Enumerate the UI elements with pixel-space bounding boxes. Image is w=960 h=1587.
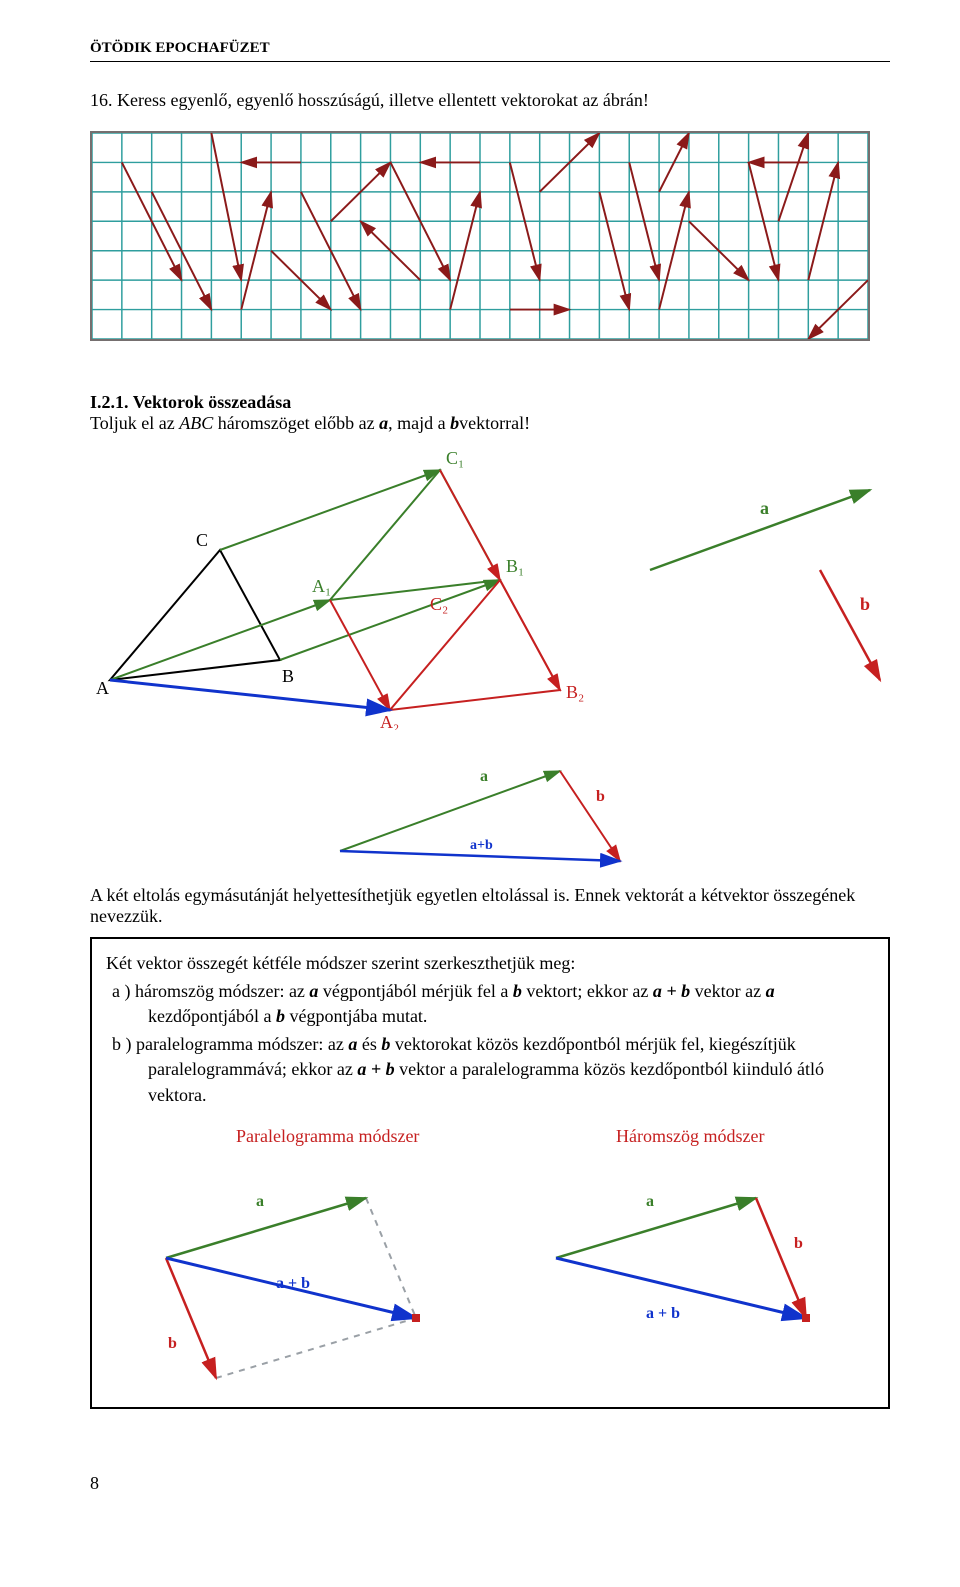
grid-lines <box>92 133 868 339</box>
svg-text:a: a <box>256 1193 264 1210</box>
methods-figure: Paralelogramma módszer Háromszög módszer <box>106 1118 894 1388</box>
svg-text:Háromszög módszer: Háromszög módszer <box>616 1126 764 1146</box>
methods-box: Két vektor összegét kétféle módszer szer… <box>90 937 890 1409</box>
section-heading: I.2.1. Vektorok összeadása <box>90 392 890 413</box>
small-sum-triangle-figure: a b a+b <box>290 741 690 871</box>
svg-text:Paralelogramma módszer: Paralelogramma módszer <box>236 1126 419 1146</box>
header-title: ÖTÖDIK EPOCHAFÜZET <box>90 40 270 56</box>
svg-text:A₁: A₁ <box>312 576 331 596</box>
section-num: I.2.1. <box>90 392 129 412</box>
box-item-b: b ) paralelogramma módszer: az a és b ve… <box>106 1032 874 1109</box>
section-subtext: Toljuk el az ABC háromszöget előbb az a,… <box>90 413 890 434</box>
section-title: Vektorok összeadása <box>133 392 292 412</box>
page-number: 8 <box>90 1473 890 1494</box>
box-lead: Két vektor összegét kétféle módszer szer… <box>106 951 874 977</box>
svg-text:a+b: a+b <box>470 838 493 853</box>
svg-text:a: a <box>646 1193 654 1210</box>
triangle-translation-figure: A B C A₁ B₁ C₁ A₂ B₂ C₂ a b <box>90 450 890 730</box>
svg-text:a + b: a + b <box>276 1275 310 1292</box>
task-16-text: 16. Keress egyenlő, egyenlő hosszúságú, … <box>90 90 890 111</box>
grid-arrows <box>122 133 868 339</box>
svg-text:B₁: B₁ <box>506 556 524 576</box>
svg-text:b: b <box>794 1235 803 1252</box>
svg-text:C₁: C₁ <box>446 450 464 468</box>
svg-text:B: B <box>282 666 294 686</box>
vector-grid-figure <box>90 131 870 341</box>
svg-text:b: b <box>860 594 870 614</box>
svg-text:A₂: A₂ <box>380 712 399 730</box>
svg-text:a: a <box>480 768 488 785</box>
svg-text:b: b <box>168 1335 177 1352</box>
svg-text:b: b <box>596 788 605 805</box>
svg-text:C₂: C₂ <box>430 594 448 614</box>
page-header: ÖTÖDIK EPOCHAFÜZET <box>90 40 890 62</box>
svg-text:C: C <box>196 530 208 550</box>
svg-text:a: a <box>760 498 769 518</box>
svg-text:a + b: a + b <box>646 1305 680 1322</box>
svg-text:A: A <box>96 678 109 698</box>
box-item-a: a ) háromszög módszer: az a végpontjából… <box>106 979 874 1030</box>
svg-text:B₂: B₂ <box>566 682 584 702</box>
definition-paragraph: A két eltolás egymásutánját helyettesíth… <box>90 885 890 927</box>
